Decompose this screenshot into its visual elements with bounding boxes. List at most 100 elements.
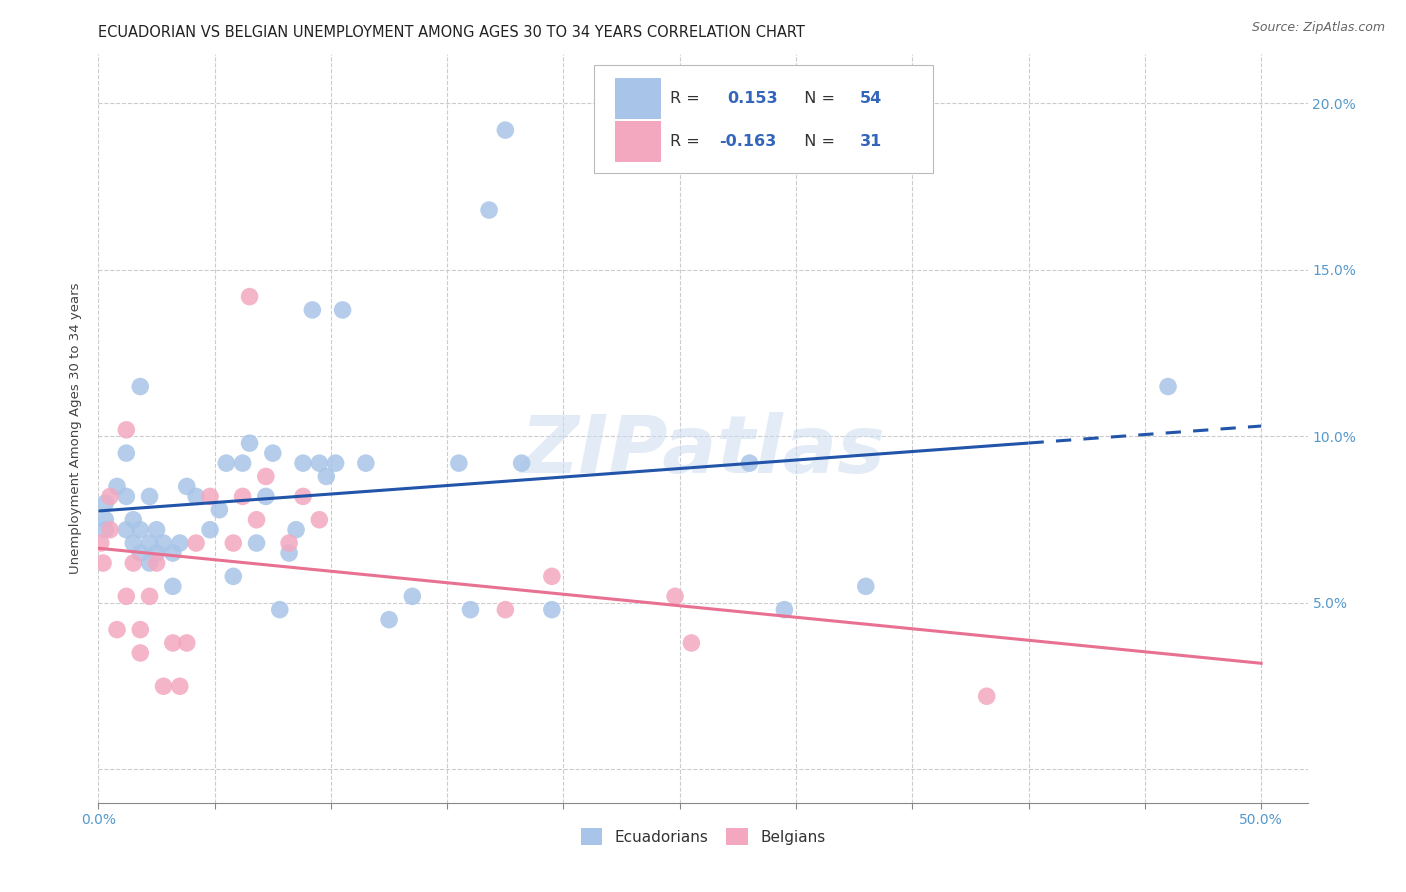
Point: [138, 490, 160, 504]
Point: [138, 556, 160, 570]
Point: [98, 490, 121, 504]
Point: [145, 523, 167, 537]
Point: [254, 490, 277, 504]
Point: [681, 636, 703, 650]
Point: [129, 546, 152, 560]
Point: [138, 536, 160, 550]
Point: [976, 690, 998, 704]
Bar: [614, 120, 661, 162]
Text: N =: N =: [793, 91, 835, 106]
Bar: [614, 78, 661, 120]
Point: [664, 590, 686, 604]
Point: [269, 602, 291, 616]
Point: [105, 623, 128, 637]
Point: [447, 456, 470, 470]
Text: 0.153: 0.153: [727, 91, 778, 106]
Point: [332, 302, 354, 317]
Point: [115, 523, 138, 537]
Point: [184, 536, 207, 550]
Point: [98, 523, 121, 537]
Point: [232, 490, 254, 504]
Point: [184, 490, 207, 504]
Point: [278, 546, 301, 560]
Point: [292, 456, 315, 470]
Point: [162, 579, 184, 593]
Point: [94, 496, 117, 510]
Point: [540, 602, 562, 616]
Point: [105, 479, 128, 493]
Point: [169, 679, 191, 693]
Point: [198, 523, 221, 537]
Point: [278, 536, 301, 550]
Text: N =: N =: [793, 134, 835, 149]
Point: [285, 523, 308, 537]
Point: [198, 490, 221, 504]
Point: [115, 423, 138, 437]
Text: 54: 54: [860, 91, 883, 106]
Point: [325, 456, 347, 470]
Point: [315, 469, 337, 483]
Legend: Ecuadorians, Belgians: Ecuadorians, Belgians: [575, 822, 831, 851]
Point: [90, 536, 112, 550]
Point: [478, 202, 501, 217]
Text: ZIPatlas: ZIPatlas: [520, 411, 886, 490]
Point: [245, 536, 267, 550]
Point: [129, 646, 152, 660]
Point: [254, 469, 277, 483]
Point: [401, 590, 423, 604]
Point: [222, 536, 245, 550]
Point: [378, 613, 401, 627]
Point: [152, 679, 174, 693]
Point: [232, 456, 254, 470]
Point: [145, 556, 167, 570]
Point: [169, 536, 191, 550]
Point: [773, 602, 796, 616]
Text: Source: ZipAtlas.com: Source: ZipAtlas.com: [1251, 21, 1385, 34]
Point: [510, 456, 533, 470]
Point: [115, 490, 138, 504]
Point: [152, 536, 174, 550]
Point: [176, 636, 198, 650]
Point: [1157, 379, 1180, 393]
Point: [115, 446, 138, 460]
Point: [162, 636, 184, 650]
Point: [292, 490, 315, 504]
Point: [239, 436, 262, 450]
FancyBboxPatch shape: [595, 65, 932, 173]
Point: [145, 546, 167, 560]
Point: [855, 579, 877, 593]
Text: 31: 31: [860, 134, 883, 149]
Point: [540, 569, 562, 583]
Point: [208, 502, 231, 516]
Point: [262, 446, 284, 460]
Point: [138, 590, 160, 604]
Point: [354, 456, 377, 470]
Point: [494, 602, 516, 616]
Point: [94, 523, 117, 537]
Point: [115, 590, 138, 604]
Point: [494, 123, 516, 137]
Text: R =: R =: [671, 91, 706, 106]
Point: [129, 523, 152, 537]
Point: [301, 302, 323, 317]
Text: -0.163: -0.163: [718, 134, 776, 149]
Point: [222, 569, 245, 583]
Point: [245, 513, 267, 527]
Text: ECUADORIAN VS BELGIAN UNEMPLOYMENT AMONG AGES 30 TO 34 YEARS CORRELATION CHART: ECUADORIAN VS BELGIAN UNEMPLOYMENT AMONG…: [98, 25, 806, 40]
Y-axis label: Unemployment Among Ages 30 to 34 years: Unemployment Among Ages 30 to 34 years: [69, 283, 83, 574]
Text: R =: R =: [671, 134, 706, 149]
Point: [94, 513, 117, 527]
Point: [460, 602, 482, 616]
Point: [215, 456, 238, 470]
Point: [176, 479, 198, 493]
Point: [308, 456, 330, 470]
Point: [129, 379, 152, 393]
Point: [91, 556, 114, 570]
Point: [738, 456, 761, 470]
Point: [122, 513, 145, 527]
Point: [308, 513, 330, 527]
Point: [162, 546, 184, 560]
Point: [122, 536, 145, 550]
Point: [239, 290, 262, 304]
Point: [129, 623, 152, 637]
